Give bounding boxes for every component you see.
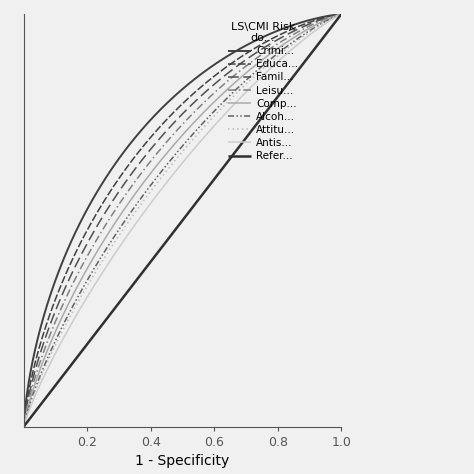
Legend: Crimi..., Educa..., Famil..., Leisu..., Comp..., Alcoh..., Attitu..., Antis..., : Crimi..., Educa..., Famil..., Leisu..., … bbox=[226, 19, 300, 164]
X-axis label: 1 - Specificity: 1 - Specificity bbox=[136, 454, 229, 468]
